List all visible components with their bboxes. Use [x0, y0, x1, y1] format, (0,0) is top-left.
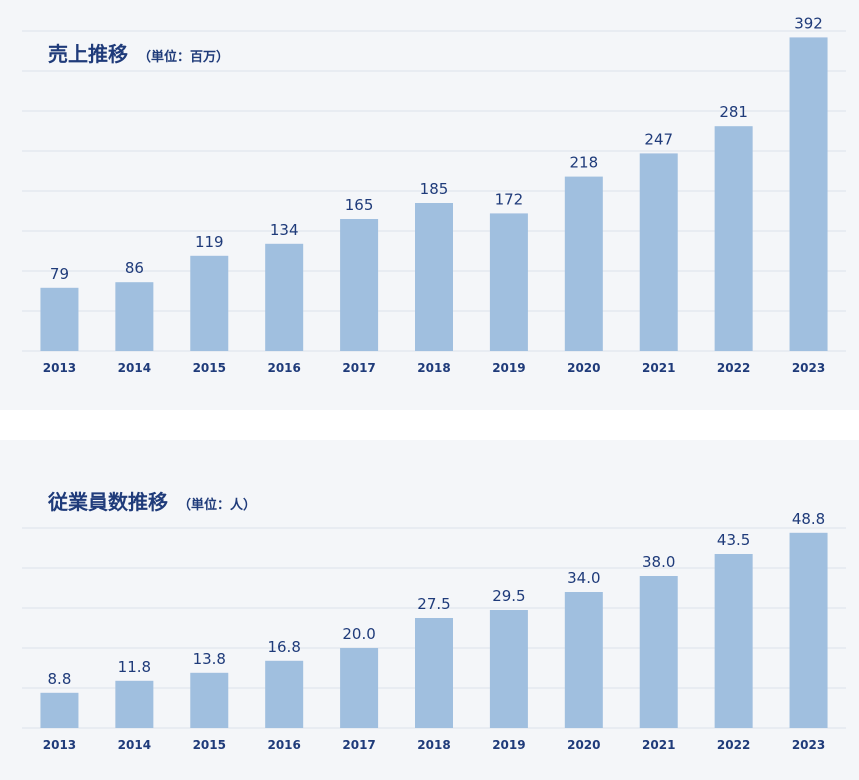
sales-bar-2016	[265, 243, 304, 351]
sales-value-label-2018: 185	[420, 180, 449, 198]
sales-bar-2023	[789, 37, 828, 352]
sales-bar-2015	[190, 255, 229, 351]
sales-x-tick-2013: 2013	[43, 361, 76, 375]
sales-x-tick-2014: 2014	[118, 361, 151, 375]
employee-bar-2018	[415, 618, 453, 728]
sales-value-label-2023: 392	[794, 14, 823, 32]
sales-bar-2021	[639, 153, 678, 351]
employee-bar-2017	[340, 648, 379, 728]
employee-x-tick-2014: 2014	[118, 738, 151, 752]
sales-bar-2014	[115, 282, 154, 351]
employee-bar-2013	[40, 692, 79, 728]
employee-value-label-2020: 34.0	[567, 569, 600, 587]
sales-bar-2020	[564, 176, 603, 351]
employee-value-label-2019: 29.5	[492, 587, 525, 605]
sales-value-label-2016: 134	[270, 221, 299, 239]
employee-bar-2016	[265, 660, 304, 728]
sales-x-tick-2022: 2022	[717, 361, 750, 375]
employee-value-label-2018: 27.5	[417, 595, 450, 613]
sales-x-tick-2017: 2017	[342, 361, 375, 375]
employee-x-tick-2015: 2015	[193, 738, 226, 752]
sales-x-tick-2021: 2021	[642, 361, 675, 375]
sales-value-label-2017: 165	[345, 196, 374, 214]
sales-x-tick-2016: 2016	[267, 361, 300, 375]
sales-x-tick-2018: 2018	[417, 361, 450, 375]
sales-chart-panel: 売上推移 （単位：百万） 79 2013 86 2014 119 2015 134 2016 16…	[0, 0, 859, 410]
sales-value-label-2013: 79	[50, 265, 69, 283]
employee-x-tick-2022: 2022	[717, 738, 750, 752]
sales-x-tick-2015: 2015	[193, 361, 226, 375]
sales-value-label-2014: 86	[125, 259, 144, 277]
sales-bar-2019	[489, 213, 528, 351]
employee-x-tick-2018: 2018	[417, 738, 450, 752]
sales-x-tick-2023: 2023	[792, 361, 825, 375]
sales-value-label-2020: 218	[569, 154, 598, 172]
employee-chart-title: 従業員数推移 （単位：人）	[48, 486, 256, 515]
employee-bar-2021	[639, 576, 678, 728]
employee-bar-2023	[789, 532, 828, 728]
sales-title-text: 売上推移	[48, 42, 128, 66]
employee-bar-2015	[190, 672, 229, 728]
sales-bar-2017	[340, 219, 379, 351]
employee-bar-2022	[714, 554, 753, 728]
sales-bar-2013	[40, 287, 79, 351]
employee-bar-2019	[489, 610, 528, 728]
employee-value-label-2017: 20.0	[342, 625, 375, 643]
employee-x-tick-2019: 2019	[492, 738, 525, 752]
employee-bar-2014	[115, 680, 154, 728]
sales-value-label-2015: 119	[195, 233, 224, 251]
sales-bar-chart: 79 2013 86 2014 119 2015 134 2016 165 2017 185 2018…	[22, 14, 846, 375]
employee-value-label-2022: 43.5	[717, 531, 750, 549]
employee-unit-text: （単位：人）	[178, 498, 257, 513]
employee-value-label-2013: 8.8	[48, 670, 72, 688]
sales-chart-title: 売上推移 （単位：百万）	[48, 38, 229, 67]
employee-title-text: 従業員数推移	[48, 490, 168, 514]
employee-x-tick-2020: 2020	[567, 738, 600, 752]
employee-chart-panel: 従業員数推移 （単位：人） 8.8 2013 11.8 2014 13.8 2015 16.8…	[0, 440, 859, 780]
sales-unit-text: （単位：百万）	[138, 50, 230, 65]
employee-x-tick-2013: 2013	[43, 738, 76, 752]
employee-x-tick-2023: 2023	[792, 738, 825, 752]
sales-bar-2022	[714, 126, 753, 351]
sales-x-tick-2019: 2019	[492, 361, 525, 375]
employee-bar-2020	[564, 592, 603, 728]
employee-bar-chart: 8.8 2013 11.8 2014 13.8 2015 16.8 2016 20.0 2017 2…	[22, 510, 846, 752]
employee-x-tick-2017: 2017	[342, 738, 375, 752]
sales-value-label-2021: 247	[644, 130, 673, 148]
employee-value-label-2016: 16.8	[267, 638, 300, 656]
employee-value-label-2023: 48.8	[792, 510, 825, 528]
sales-bar-2018	[415, 203, 453, 351]
sales-x-tick-2020: 2020	[567, 361, 600, 375]
employee-x-tick-2021: 2021	[642, 738, 675, 752]
sales-value-label-2019: 172	[495, 190, 524, 208]
employee-value-label-2014: 11.8	[118, 658, 151, 676]
employee-value-label-2015: 13.8	[193, 650, 226, 668]
sales-value-label-2022: 281	[719, 103, 748, 121]
employee-x-tick-2016: 2016	[267, 738, 300, 752]
employee-value-label-2021: 38.0	[642, 553, 675, 571]
